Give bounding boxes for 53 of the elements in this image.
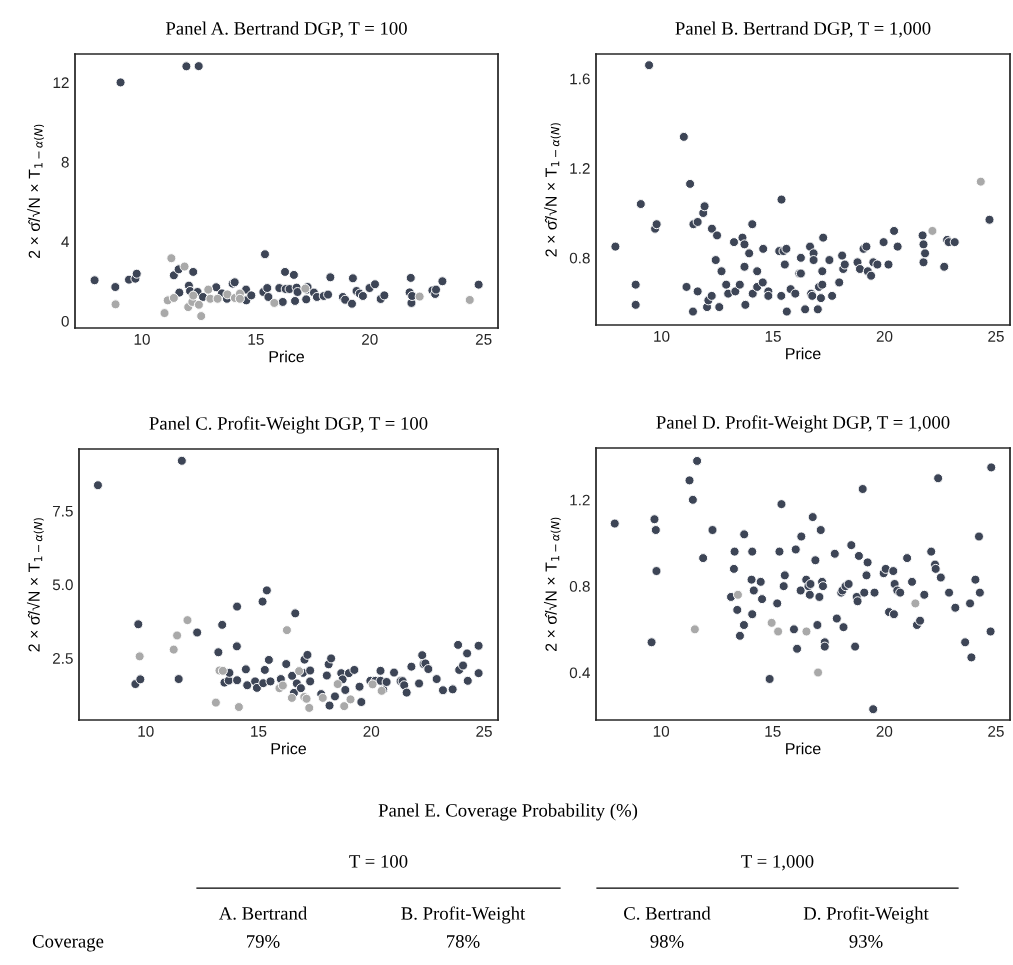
y-tick-label: 0.8 bbox=[569, 581, 590, 592]
y-tick-label: 0.8 bbox=[569, 252, 590, 264]
y-tick-label: 1.6 bbox=[570, 73, 590, 85]
x-axis-title: Price bbox=[786, 347, 821, 360]
y-tick-label: 5.0 bbox=[52, 579, 73, 591]
text: 79% bbox=[247, 935, 280, 948]
category-label: A. Bertrand bbox=[218, 906, 308, 920]
y-tick-label: 12 bbox=[53, 77, 69, 88]
text: Coverage bbox=[32, 935, 104, 952]
y-tick-label: 2.5 bbox=[52, 653, 73, 664]
x-tick-label: 25 bbox=[988, 725, 1004, 737]
text: 98% bbox=[650, 935, 684, 948]
y-tick-label: 1.2 bbox=[570, 163, 590, 174]
chart-title: Panel C. Profit-Weight DGP, T = 100 bbox=[149, 416, 428, 434]
x-tick-label: 20 bbox=[876, 330, 893, 342]
y-tick-label: 8 bbox=[61, 156, 69, 168]
x-axis-title: Price bbox=[269, 350, 304, 363]
x-tick-label: 25 bbox=[988, 330, 1004, 342]
category-label: C. Bertrand bbox=[624, 906, 711, 920]
text: 93% bbox=[849, 935, 883, 948]
chart-title: Panel D. Profit-Weight DGP, T = 1,000 bbox=[656, 415, 950, 433]
x-tick-label: 10 bbox=[653, 725, 670, 737]
text: T = 100 bbox=[349, 855, 408, 868]
x-tick-label: 25 bbox=[476, 725, 492, 737]
x-tick-label: 10 bbox=[134, 333, 150, 345]
x-axis-title: Price bbox=[786, 742, 821, 755]
x-tick-label: 20 bbox=[362, 333, 378, 345]
text: Panel E. Coverage Probability (%) bbox=[378, 803, 638, 821]
x-tick-label: 10 bbox=[654, 330, 670, 342]
category-label: D. Profit-Weight bbox=[803, 906, 929, 924]
x-tick-label: 10 bbox=[138, 725, 154, 737]
x-tick-label: 15 bbox=[765, 331, 781, 342]
x-tick-label: 20 bbox=[876, 725, 893, 737]
text: 78% bbox=[447, 935, 480, 948]
y-axis-title: 2 × σ̂/√N × T$_{1−α(N)}$ bbox=[27, 124, 44, 258]
x-tick-label: 25 bbox=[475, 333, 492, 345]
y-tick-label: 1.2 bbox=[570, 494, 590, 506]
y-tick-label: 0.4 bbox=[569, 667, 590, 679]
x-tick-label: 15 bbox=[251, 726, 267, 737]
y-axis-title: 2 × σ̂/√N × T$_{1−α(N)}$ bbox=[543, 517, 561, 651]
category-label: B. Profit-Weight bbox=[401, 906, 526, 924]
y-axis-title: 2 × σ̂/√N × T$_{1−α(N)}$ bbox=[543, 123, 561, 257]
y-axis-title: 2 × σ̂/√N × T$_{1−α(N)}$ bbox=[26, 518, 44, 652]
y-tick-label: 4 bbox=[61, 236, 69, 248]
x-tick-label: 15 bbox=[248, 334, 264, 345]
y-tick-label: 0 bbox=[61, 315, 69, 327]
x-tick-label: 15 bbox=[765, 726, 781, 737]
x-tick-label: 20 bbox=[363, 725, 380, 737]
text: T = 1,000 bbox=[741, 855, 814, 871]
chart-title: Panel B. Bertrand DGP, T = 1,000 bbox=[675, 21, 931, 38]
x-axis-title: Price bbox=[271, 742, 306, 755]
chart-title: Panel A. Bertrand DGP, T = 100 bbox=[165, 21, 407, 38]
y-tick-label: 7.5 bbox=[52, 505, 73, 517]
